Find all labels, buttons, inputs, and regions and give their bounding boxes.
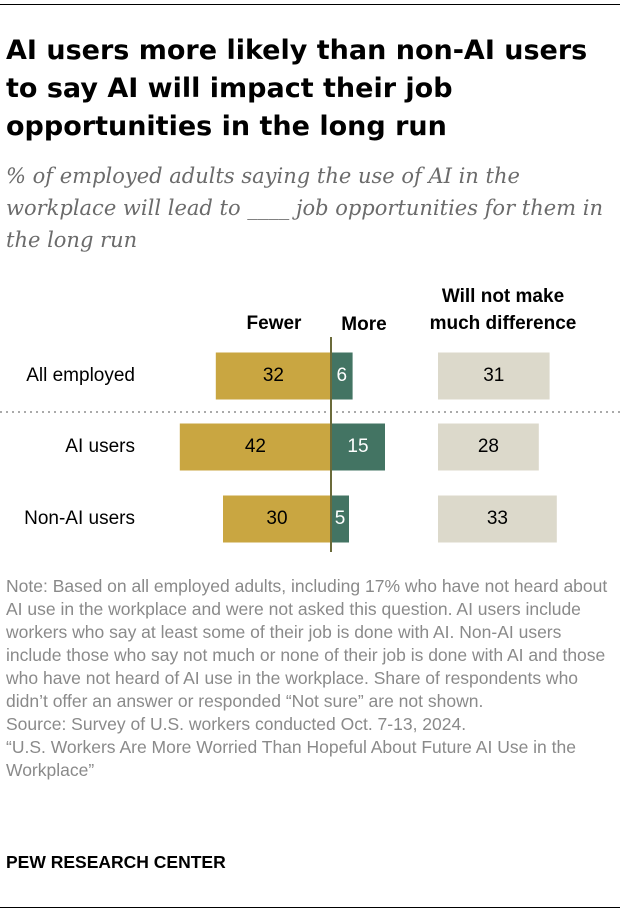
bar-fewer [223,495,331,543]
header-no-difference-line2: much difference [430,313,577,334]
header-no-difference-line1: Will not make [442,286,564,307]
notes: Note: Based on all employed adults, incl… [6,575,616,782]
top-rule [0,4,620,5]
bar-no-difference [438,352,550,400]
data-label-fewer: 32 [263,365,284,386]
row-label: AI users [65,436,135,457]
chart-title: AI users more likely than non-AI users t… [6,35,588,142]
bar-more [331,352,353,400]
data-label-fewer: 42 [245,436,266,457]
source-text: Source: Survey of U.S. workers conducted… [6,714,467,734]
header-fewer: Fewer [247,313,303,334]
bar-chart: Fewer More Will not make much difference All… [0,286,620,552]
bar-no-difference [438,423,539,471]
row-label: Non-AI users [24,508,135,529]
bar-fewer [215,352,331,400]
bar-more [331,495,349,543]
row-label: All employed [26,365,135,386]
data-label-no-difference: 28 [478,436,499,457]
bar-more [331,423,385,471]
header-more: More [341,314,386,335]
data-label-more: 6 [337,365,348,386]
pew-logo-text: PEW RESEARCH CENTER [6,852,226,872]
data-label-no-difference: 31 [483,365,504,386]
data-label-more: 15 [347,436,368,457]
note-text: Note: Based on all employed adults, incl… [6,576,608,711]
data-label-fewer: 30 [266,508,287,529]
bar-no-difference [438,495,557,543]
bar-fewer [179,423,331,471]
report-title: “U.S. Workers Are More Worried Than Hope… [6,737,576,780]
bottom-rule [0,907,620,908]
data-label-no-difference: 33 [487,508,508,529]
data-label-more: 5 [335,508,346,529]
chart-subtitle: % of employed adults saying the use of A… [6,164,604,252]
